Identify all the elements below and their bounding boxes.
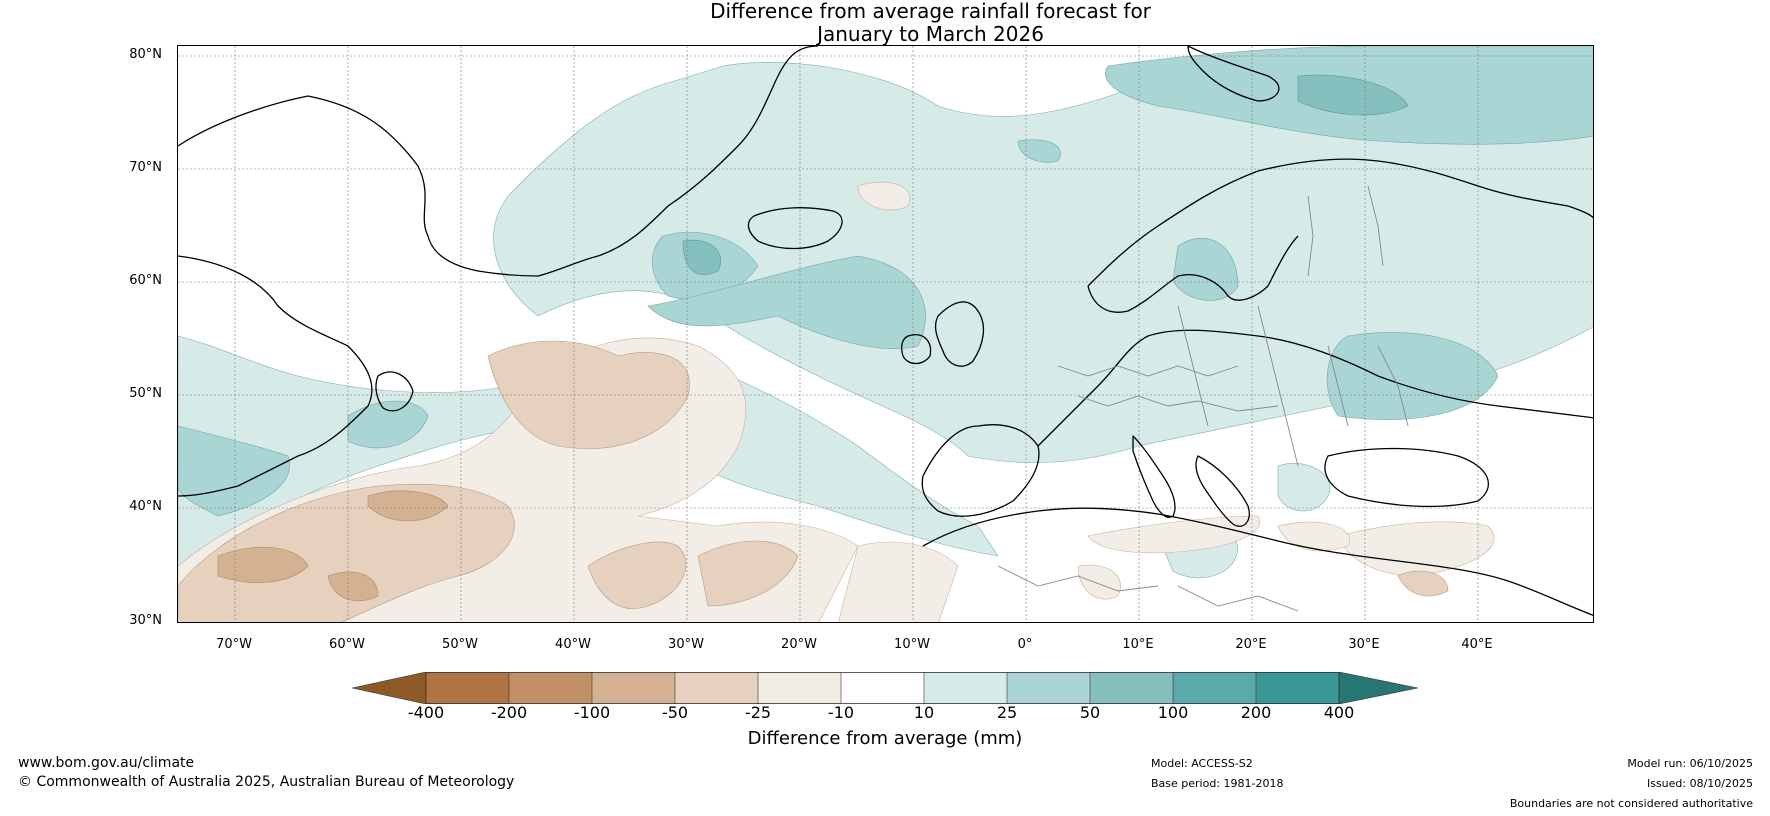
colorbar-bin-1 xyxy=(426,672,509,704)
lon-label-70w: 70°W xyxy=(216,637,252,652)
colorbar-tick: 50 xyxy=(1079,703,1101,722)
lon-label-10w: 10°W xyxy=(894,637,930,652)
rainfall-map xyxy=(177,45,1594,623)
lon-label-20e: 20°E xyxy=(1235,637,1267,652)
lon-label-40w: 40°W xyxy=(555,637,591,652)
anomaly-tan xyxy=(217,490,449,602)
lon-label-20w: 20°W xyxy=(781,637,817,652)
issued-label: Issued: 08/10/2025 xyxy=(1646,777,1753,790)
copyright-notice: © Commonwealth of Australia 2025, Austra… xyxy=(18,774,515,790)
colorbar-dividers xyxy=(508,672,1257,704)
model-label: Model: ACCESS-S2 xyxy=(1151,757,1253,770)
colorbar-bin-3 xyxy=(592,672,675,704)
colorbar-tick: -200 xyxy=(490,703,528,722)
map-title: Difference from average rainfall forecas… xyxy=(0,0,1770,46)
colorbar-bin-10 xyxy=(1173,672,1256,704)
colorbar-tick: 200 xyxy=(1240,703,1272,722)
colorbar-bin-11 xyxy=(1256,672,1339,704)
lon-label-40e: 40°E xyxy=(1461,637,1493,652)
disclaimer-label: Boundaries are not considered authoritat… xyxy=(1509,797,1753,810)
colorbar-tick: -400 xyxy=(407,703,445,722)
colorbar xyxy=(352,672,1418,704)
colorbar-bin-9 xyxy=(1090,672,1173,704)
colorbar-bin-4 xyxy=(675,672,758,704)
lat-label-30n: 30°N xyxy=(129,613,162,628)
colorbar-tick: 400 xyxy=(1323,703,1355,722)
colorbar-tick: 25 xyxy=(996,703,1018,722)
lat-label-60n: 60°N xyxy=(129,273,162,288)
title-line-2: January to March 2026 xyxy=(817,22,1044,46)
colorbar-title: Difference from average (mm) xyxy=(747,728,1023,749)
lon-label-0: 0° xyxy=(1017,637,1033,652)
colorbar-tick: -10 xyxy=(827,703,855,722)
colorbar-arrow-high xyxy=(1338,672,1418,704)
lat-label-70n: 70°N xyxy=(129,160,162,175)
anomaly-dark-teal xyxy=(682,74,1409,276)
colorbar-bin-6 xyxy=(841,672,924,704)
colorbar-bin-8 xyxy=(1007,672,1090,704)
colorbar-tick: -50 xyxy=(661,703,689,722)
colorbar-outline xyxy=(425,672,1340,704)
lon-label-60w: 60°W xyxy=(329,637,365,652)
country-boundaries xyxy=(997,185,1409,612)
colorbar-tick: -25 xyxy=(744,703,772,722)
website-link[interactable]: www.bom.gov.au/climate xyxy=(18,755,195,771)
colorbar-arrow-low xyxy=(352,672,427,704)
colorbar-bin-7 xyxy=(924,672,1007,704)
lat-label-40n: 40°N xyxy=(129,499,162,514)
coastlines xyxy=(178,46,1593,616)
colorbar-tick: 10 xyxy=(913,703,935,722)
lat-label-80n: 80°N xyxy=(129,47,162,62)
map-canvas xyxy=(178,46,1593,622)
title-line-1: Difference from average rainfall forecas… xyxy=(710,0,1151,23)
lon-label-30w: 30°W xyxy=(668,637,704,652)
anomaly-beige xyxy=(178,340,1449,622)
colorbar-tick: -100 xyxy=(573,703,611,722)
colorbar-bin-5 xyxy=(758,672,841,704)
lon-label-10e: 10°E xyxy=(1122,637,1154,652)
lon-label-50w: 50°W xyxy=(442,637,478,652)
colorbar-tick: 100 xyxy=(1157,703,1189,722)
lat-label-50n: 50°N xyxy=(129,386,162,401)
lon-label-30e: 30°E xyxy=(1348,637,1380,652)
model-run-label: Model run: 06/10/2025 xyxy=(1627,757,1753,770)
colorbar-bin-2 xyxy=(509,672,592,704)
base-period-label: Base period: 1981-2018 xyxy=(1151,777,1284,790)
